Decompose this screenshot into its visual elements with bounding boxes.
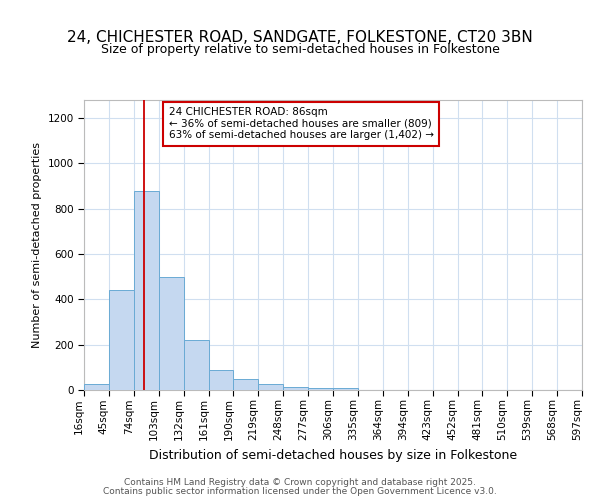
Bar — [233, 378, 258, 390]
Bar — [308, 388, 333, 390]
Text: 24, CHICHESTER ROAD, SANDGATE, FOLKESTONE, CT20 3BN: 24, CHICHESTER ROAD, SANDGATE, FOLKESTON… — [67, 30, 533, 45]
Text: Contains public sector information licensed under the Open Government Licence v3: Contains public sector information licen… — [103, 486, 497, 496]
Bar — [259, 384, 283, 390]
Text: Contains HM Land Registry data © Crown copyright and database right 2025.: Contains HM Land Registry data © Crown c… — [124, 478, 476, 487]
Bar — [109, 290, 134, 390]
Text: Size of property relative to semi-detached houses in Folkestone: Size of property relative to semi-detach… — [101, 44, 499, 57]
X-axis label: Distribution of semi-detached houses by size in Folkestone: Distribution of semi-detached houses by … — [149, 449, 517, 462]
Text: 24 CHICHESTER ROAD: 86sqm
← 36% of semi-detached houses are smaller (809)
63% of: 24 CHICHESTER ROAD: 86sqm ← 36% of semi-… — [169, 108, 434, 140]
Bar — [84, 384, 109, 390]
Bar — [209, 370, 233, 390]
Bar — [134, 190, 159, 390]
Bar — [184, 340, 209, 390]
Bar — [159, 276, 184, 390]
Y-axis label: Number of semi-detached properties: Number of semi-detached properties — [32, 142, 42, 348]
Bar — [283, 386, 308, 390]
Bar — [333, 388, 358, 390]
